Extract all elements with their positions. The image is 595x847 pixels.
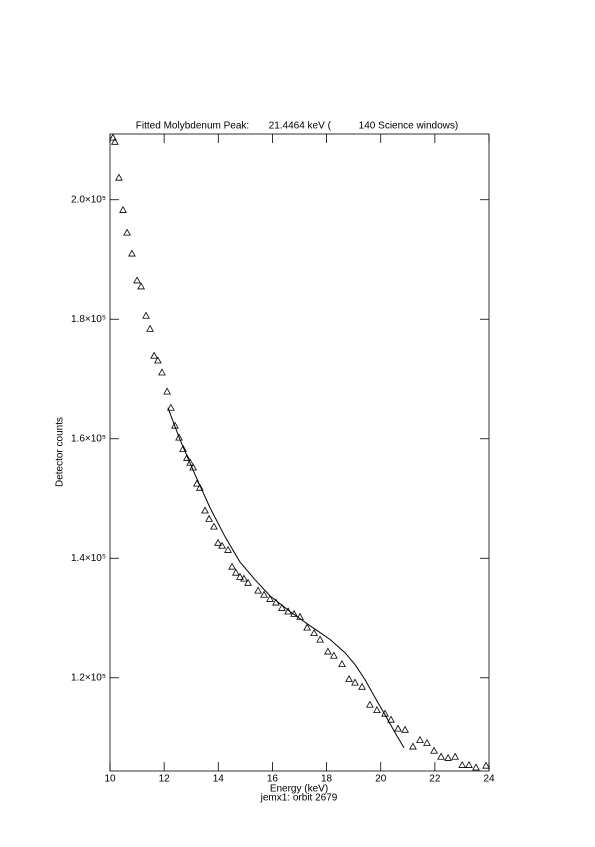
data-point (146, 324, 154, 332)
fit-line (167, 407, 405, 748)
data-point (218, 541, 226, 549)
data-point (110, 137, 119, 145)
data-point (472, 763, 480, 771)
data-point (179, 444, 187, 452)
data-point (401, 725, 409, 733)
x-tick-label: 20 (375, 774, 387, 785)
data-point (224, 545, 232, 553)
data-point (310, 628, 318, 636)
y-tick-label: 1.2×10⁵ (71, 672, 106, 683)
data-point (123, 228, 131, 236)
data-point (351, 678, 359, 686)
data-point (232, 568, 240, 576)
data-point (266, 594, 274, 602)
y-tick-label: 1.4×10⁵ (71, 553, 106, 564)
data-point (303, 623, 311, 631)
data-point (214, 538, 222, 546)
x-tick-label: 10 (104, 774, 116, 785)
y-axis-label: Detector counts (55, 417, 66, 487)
data-point (254, 586, 262, 594)
data-point (240, 574, 248, 582)
x-tick-label: 18 (321, 774, 333, 785)
data-point (133, 276, 141, 284)
data-point (394, 724, 402, 732)
data-point (409, 742, 417, 750)
data-point (423, 738, 431, 746)
data-point (366, 700, 374, 708)
x-tick-label: 24 (483, 774, 495, 785)
data-point (210, 522, 218, 530)
data-point (186, 458, 195, 466)
data-point (119, 205, 127, 213)
data-point (373, 706, 381, 714)
subtitle: jemx1: orbit 2679 (260, 793, 338, 804)
data-point (228, 562, 236, 570)
data-point (171, 421, 179, 429)
data-point (444, 753, 453, 761)
data-point (183, 453, 191, 461)
data-point (330, 651, 338, 659)
data-point (205, 514, 213, 522)
data-point (278, 603, 286, 611)
data-point (284, 607, 293, 615)
chart-title: Fitted Molybdenum Peak: 21.4464 keV ( 14… (136, 121, 458, 132)
data-point (236, 572, 244, 580)
data-point (195, 483, 204, 491)
data-point (244, 578, 252, 586)
data-point (437, 752, 445, 760)
data-point (201, 506, 209, 514)
data-point (167, 403, 175, 411)
data-point (482, 761, 490, 769)
data-point (338, 660, 346, 667)
data-point (109, 133, 117, 141)
data-point (458, 761, 467, 768)
plot-frame (109, 133, 490, 772)
data-point (451, 752, 460, 760)
data-point (142, 311, 150, 319)
data-point (345, 674, 353, 682)
data-point (430, 746, 438, 754)
x-axis-label: Energy (keV) (270, 784, 328, 795)
data-point (358, 682, 366, 690)
x-tick-label: 22 (429, 774, 441, 785)
data-point (465, 761, 473, 768)
data-point (324, 647, 332, 655)
y-tick-label: 1.8×10⁵ (71, 314, 106, 325)
data-point (416, 735, 424, 743)
data-point (316, 635, 324, 643)
data-point (137, 282, 146, 290)
data-point (381, 709, 389, 717)
y-tick-label: 2.0×10⁵ (71, 194, 106, 205)
y-tick-label: 1.6×10⁵ (71, 433, 106, 444)
data-point (158, 368, 166, 376)
x-tick-label: 14 (213, 774, 225, 785)
data-point (163, 387, 172, 395)
x-tick-label: 12 (159, 774, 171, 785)
data-point (387, 715, 395, 723)
data-point (296, 612, 304, 620)
data-point (175, 433, 183, 441)
x-tick-label: 16 (267, 774, 279, 785)
data-point (128, 249, 136, 257)
data-point (115, 173, 123, 181)
data-point (150, 351, 159, 359)
data-point (154, 356, 162, 364)
data-point (260, 590, 268, 598)
